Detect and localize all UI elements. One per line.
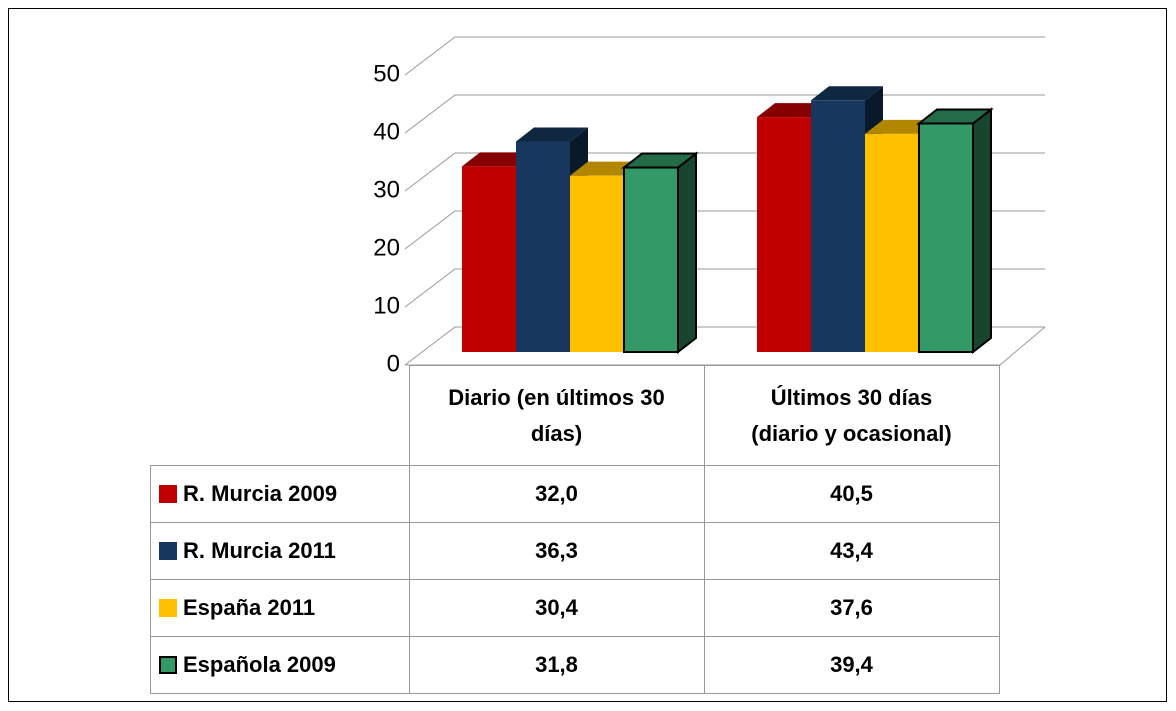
- grid-line: [404, 36, 1045, 76]
- bar-front: [462, 166, 516, 352]
- y-tick-label: 20: [373, 234, 400, 261]
- bar-top: [811, 86, 883, 101]
- floor-edge: [999, 326, 1046, 366]
- value-cell: 31,8: [408, 636, 705, 694]
- bar-side: [972, 107, 992, 355]
- value-cell: 32,0: [408, 465, 705, 523]
- legend-entry: R. Murcia 2011: [150, 522, 410, 580]
- legend-label: R. Murcia 2011: [183, 538, 336, 563]
- category-header: Diario (en últimos 30 días): [408, 365, 705, 466]
- frame: [8, 8, 1167, 702]
- legend-label: R. Murcia 2009: [183, 481, 338, 506]
- bar-side: [677, 151, 697, 355]
- bar-front: [811, 100, 865, 352]
- y-tick-label: 30: [373, 176, 400, 203]
- legend-label: España 2011: [183, 595, 316, 620]
- value-cell: 37,6: [703, 579, 1000, 637]
- legend-entry: R. Murcia 2009: [150, 465, 410, 523]
- bar-front: [516, 141, 570, 352]
- bar: [916, 107, 994, 355]
- legend-label: Española 2009: [183, 652, 336, 677]
- legend-key: [159, 542, 177, 560]
- y-tick-label: 10: [373, 292, 400, 319]
- bar-front: [918, 122, 974, 354]
- legend-entry: España 2011: [150, 579, 410, 637]
- bar-front: [623, 166, 679, 353]
- legend-key: [159, 485, 177, 503]
- bar-front: [570, 175, 624, 352]
- value-cell: 43,4: [703, 522, 1000, 580]
- category-header: Últimos 30 días (diario y ocasional): [703, 365, 1000, 466]
- value-cell: 39,4: [703, 636, 1000, 694]
- value-cell: 30,4: [408, 579, 705, 637]
- value-cell: 36,3: [408, 522, 705, 580]
- bar-front: [757, 117, 811, 352]
- y-tick-label: 50: [373, 60, 400, 87]
- corner: [150, 365, 410, 466]
- value-cell: 40,5: [703, 465, 1000, 523]
- y-tick-label: 40: [373, 118, 400, 145]
- legend-key: [159, 656, 177, 674]
- bar-top: [516, 127, 588, 142]
- legend-entry: Española 2009: [150, 636, 410, 694]
- bar-front: [865, 133, 919, 352]
- legend-key: [159, 599, 177, 617]
- data-table: Diario (en últimos 30 días) Últimos 30 dí…: [150, 365, 1000, 694]
- bar: [621, 151, 699, 355]
